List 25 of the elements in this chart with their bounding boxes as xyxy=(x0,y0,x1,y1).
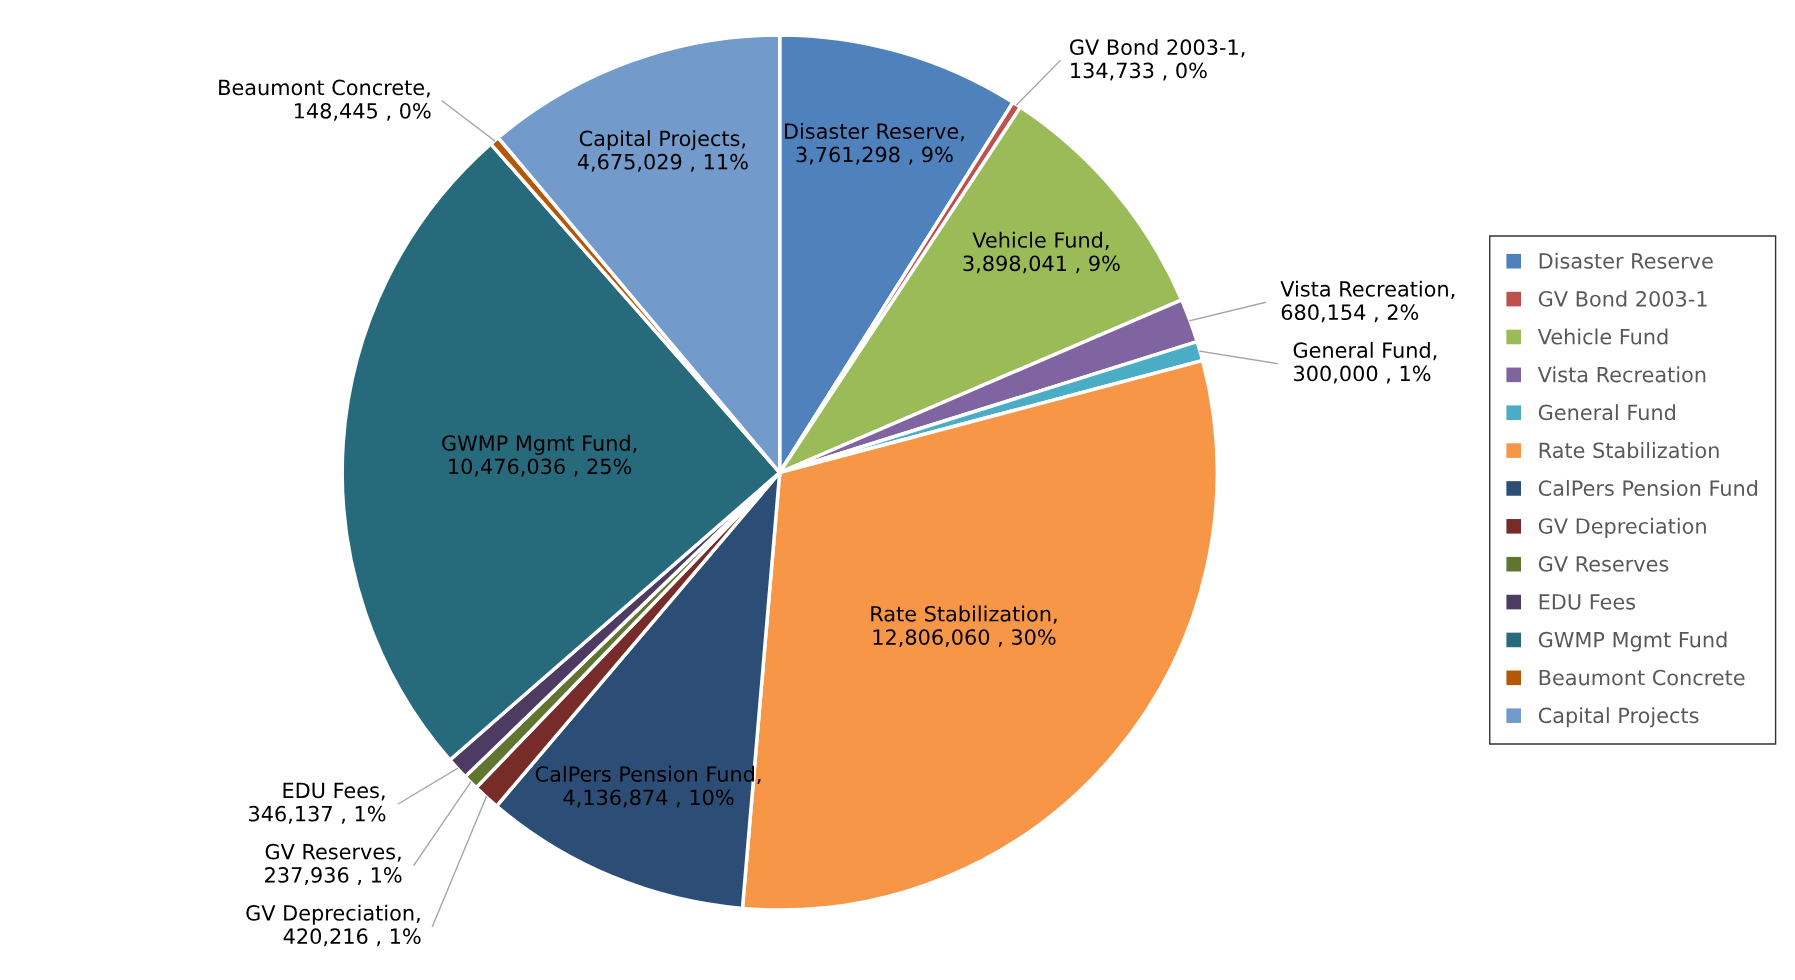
data-label: GV Depreciation, 420,216 , 1% xyxy=(246,904,421,947)
legend-label: EDU Fees xyxy=(1539,594,1636,610)
data-label: Vehicle Fund, 3,898,041 , 9% xyxy=(963,231,1120,274)
legend-label: Rate Stabilization xyxy=(1539,442,1719,459)
legend-label: GWMP Mgmt Fund xyxy=(1538,631,1727,652)
legend-label: Capital Projects xyxy=(1538,707,1699,728)
data-label: Disaster Reserve, 3,761,298 , 9% xyxy=(785,122,964,165)
legend-label: General Fund xyxy=(1538,404,1675,421)
data-label: GV Reserves, 237,936 , 1% xyxy=(265,843,402,885)
data-label: GWMP Mgmt Fund, 10,476,036 , 25% xyxy=(442,434,637,477)
legend-label: GV Reserves xyxy=(1538,556,1669,572)
data-label: Vista Recreation, 680,154 , 2% xyxy=(1280,280,1455,323)
data-label: Rate Stabilization, 12,806,060 , 30% xyxy=(871,605,1057,648)
legend-label: Beaumont Concrete xyxy=(1539,669,1745,686)
data-label: Capital Projects, 4,675,029 , 11% xyxy=(577,130,748,172)
data-label: General Fund, 300,000 , 1% xyxy=(1293,341,1437,384)
legend-label: Vista Recreation xyxy=(1537,366,1706,383)
legend-label: GV Bond 2003-1 xyxy=(1538,290,1707,307)
legend-label: CalPers Pension Fund xyxy=(1538,479,1758,497)
data-label: GV Bond 2003-1, 134,733 , 0% xyxy=(1070,38,1245,81)
data-label: EDU Fees, 346,137 , 1% xyxy=(249,782,386,824)
legend-label: Disaster Reserve xyxy=(1539,252,1713,269)
legend-label: GV Depreciation xyxy=(1538,517,1706,538)
data-label: Beaumont Concrete, 148,445 , 0% xyxy=(219,79,431,121)
legend-label: Vehicle Fund xyxy=(1537,328,1668,345)
